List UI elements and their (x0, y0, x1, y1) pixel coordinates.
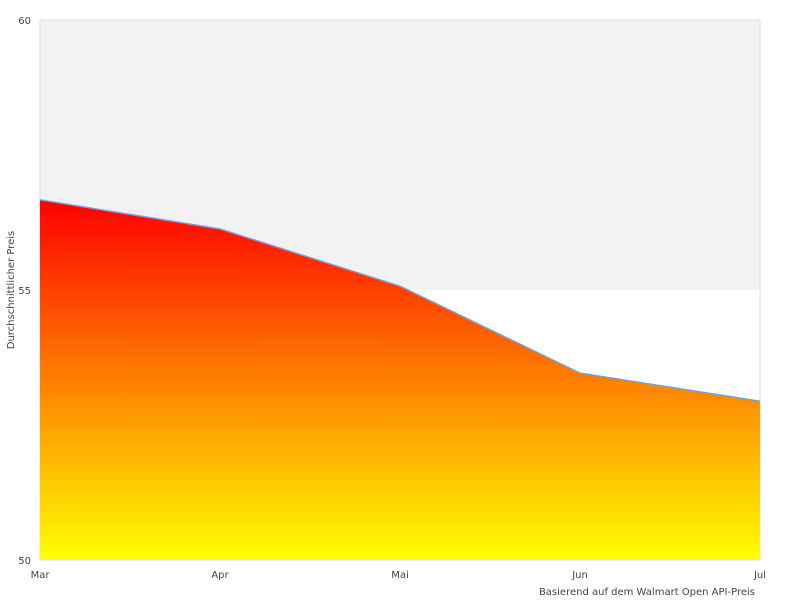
y-tick-label: 50 (18, 556, 31, 567)
x-tick-label: Jun (571, 570, 588, 581)
y-tick-label: 60 (18, 16, 31, 27)
y-tick-label: 55 (18, 286, 31, 297)
y-axis-label: Durchschnittlicher Preis (6, 231, 17, 350)
series-line (39, 199, 761, 402)
x-tick-label: Jul (753, 570, 766, 581)
area-fill (40, 199, 760, 560)
x-tick-label: Apr (211, 570, 229, 581)
x-tick-label: Mar (31, 570, 51, 581)
x-axis-label: Basierend auf dem Walmart Open API-Preis (539, 587, 755, 598)
x-tick-label: Mai (391, 570, 409, 581)
